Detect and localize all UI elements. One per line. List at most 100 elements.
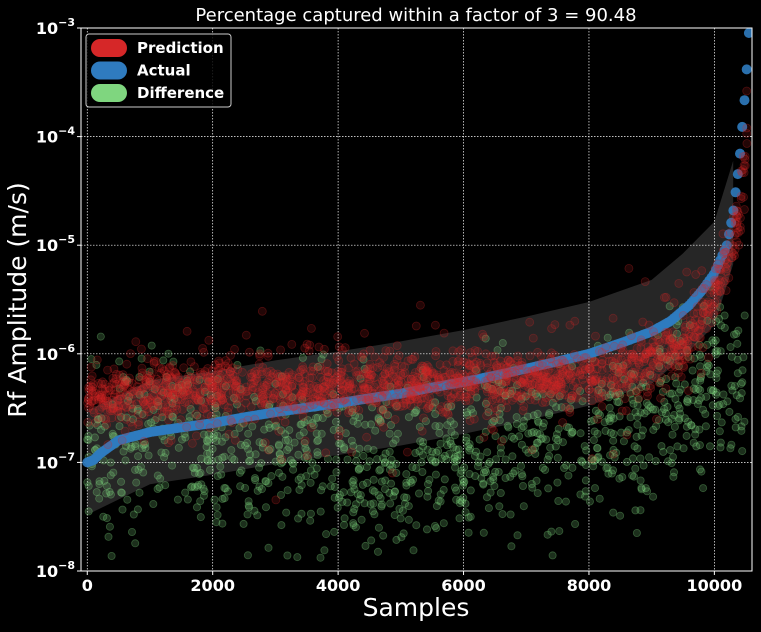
difference-point [160,436,169,445]
difference-point [490,416,499,425]
difference-point [723,397,732,406]
difference-point [674,401,683,410]
difference-point [633,444,642,453]
difference-point [545,411,554,420]
difference-point [408,463,417,472]
prediction-point [375,417,385,427]
difference-point [212,518,221,527]
difference-point [439,519,448,528]
difference-point [320,546,329,555]
difference-point [281,436,290,445]
difference-point [255,438,264,447]
prediction-point [241,398,251,408]
difference-point [127,528,136,537]
difference-point [604,393,613,402]
difference-point [675,404,684,413]
difference-point [675,414,684,423]
prediction-point [665,335,675,345]
prediction-point [263,445,273,455]
difference-point [104,532,113,541]
difference-point [211,403,220,412]
difference-point [738,378,747,387]
difference-point [456,469,465,478]
difference-point [278,457,287,466]
prediction-point [255,351,265,361]
prediction-point [91,418,100,428]
difference-point [425,475,434,484]
prediction-point [430,384,440,394]
series-difference [83,275,749,562]
difference-point [642,399,651,408]
difference-point [611,392,620,401]
prediction-point [148,390,157,400]
difference-point [546,390,555,399]
difference-point [221,382,230,391]
difference-point [317,486,326,495]
prediction-point [337,345,347,355]
difference-point [672,379,681,388]
difference-point [170,394,179,403]
difference-point [330,527,339,536]
difference-point [645,453,654,462]
difference-point [221,433,230,442]
difference-point [261,477,270,486]
prediction-point [587,396,597,406]
difference-point [510,466,519,475]
prediction-point [402,447,412,457]
difference-point [604,414,613,423]
difference-point [199,484,208,493]
difference-point [593,444,602,453]
difference-point [213,510,222,519]
prediction-point [544,365,553,375]
prediction-point [207,376,217,386]
difference-point [368,403,377,412]
difference-point [218,494,227,503]
x-tick-label: 2000 [190,576,235,595]
prediction-point [297,405,307,415]
difference-point [388,462,397,471]
difference-point [132,478,141,487]
difference-point [383,411,392,420]
difference-point [138,444,147,453]
difference-point [683,397,692,406]
difference-point [92,360,101,369]
difference-point [248,422,257,431]
difference-point [498,380,507,389]
difference-point [489,475,498,484]
difference-point [306,516,315,525]
difference-point [696,376,705,385]
difference-point [490,482,499,491]
difference-point [685,321,694,330]
difference-point [133,404,142,413]
difference-point [593,443,602,452]
difference-point [716,443,725,452]
difference-point [220,483,229,492]
difference-point [119,447,128,456]
prediction-point [392,400,402,410]
prediction-point [360,328,369,338]
difference-point [618,473,627,482]
difference-point [418,451,427,460]
difference-point [102,489,111,498]
prediction-point [663,327,673,337]
legend-swatch-prediction [91,39,127,57]
difference-point [691,425,700,434]
difference-point [434,446,443,455]
difference-point [623,457,632,466]
prediction-point [411,321,421,331]
difference-point [561,497,570,506]
difference-point [436,497,445,506]
difference-point [614,398,623,407]
difference-point [548,551,557,560]
prediction-point [343,386,353,396]
difference-point [387,479,396,488]
prediction-point [617,354,626,364]
difference-point [643,406,652,415]
difference-point [494,467,503,476]
prediction-point [446,394,456,403]
difference-point [715,400,724,409]
difference-point [568,428,577,437]
difference-point [727,352,736,361]
prediction-point [264,375,274,385]
